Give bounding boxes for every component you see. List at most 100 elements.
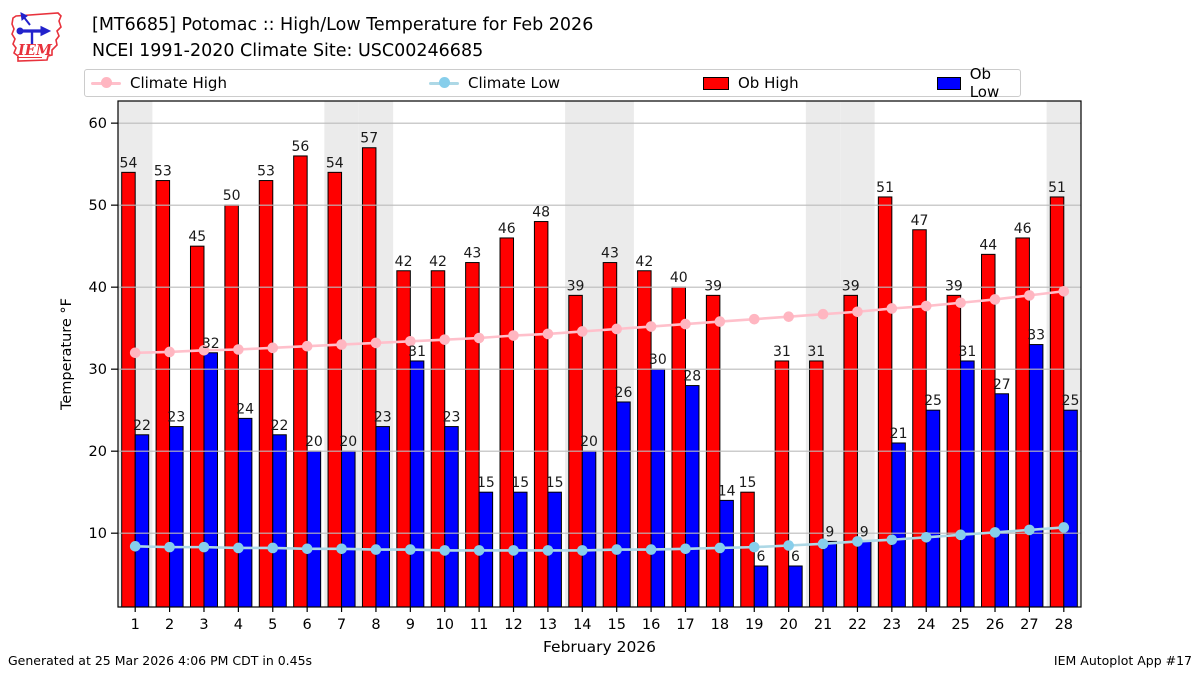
climate-high-line	[135, 289, 1064, 355]
ob-low-bar-day-18	[719, 499, 734, 608]
iowa-outline-icon	[11, 12, 62, 62]
climate-low-marker-day-19	[748, 541, 760, 553]
y-tick-label-60: 60	[89, 116, 107, 132]
climate-low-marker-day-18	[714, 542, 726, 554]
ob-low-bar-day-26	[994, 393, 1010, 608]
ob-low-bar-day-27	[1028, 344, 1044, 608]
ob-high-value-day-18: 39	[704, 278, 722, 294]
climate-high-marker-day-7	[336, 339, 347, 350]
ob-high-value-day-6: 56	[291, 139, 309, 155]
x-tick-label-25: 25	[951, 617, 969, 633]
ob-low-bar-day-14	[581, 450, 597, 608]
ob-low-value-day-1: 22	[133, 418, 151, 434]
ob-high-value-day-5: 53	[257, 164, 275, 180]
ob-high-value-day-4: 50	[223, 188, 241, 204]
legend-label: Climate Low	[468, 74, 561, 92]
climate-high-marker-day-27	[1024, 290, 1035, 301]
climate-low-marker-day-24	[920, 531, 932, 543]
x-tick-label-2: 2	[165, 617, 174, 633]
x-tick-label-1: 1	[131, 617, 140, 633]
ob-low-value-day-9: 31	[408, 344, 426, 360]
climate-high-marker-day-26	[989, 294, 1001, 305]
ob-low-value-day-27: 33	[1027, 328, 1045, 344]
climate-high-marker-day-19	[748, 313, 760, 325]
climate-high-marker-day-20	[783, 311, 794, 322]
ob-low-value-day-3: 32	[202, 336, 220, 352]
ob-high-bar-day-23	[877, 196, 893, 608]
x-tick-label-7: 7	[337, 617, 346, 633]
x-tick-label-8: 8	[371, 617, 380, 633]
climate-low-marker-day-16	[645, 544, 657, 555]
climate-low-marker-day-10	[439, 545, 451, 556]
climate-low-marker-day-4	[233, 542, 244, 554]
ob-high-value-day-8: 57	[360, 131, 378, 147]
ob-high-value-day-14: 39	[567, 278, 585, 294]
climate-low-marker-day-8	[370, 544, 382, 555]
ob-low-value-day-6: 20	[305, 434, 323, 450]
ob-high-bar-day-5	[258, 180, 274, 608]
climate-high-marker-day-8	[370, 337, 382, 349]
ob-low-value-day-22: 9	[860, 524, 869, 540]
climate-low-marker-day-14	[577, 545, 588, 556]
x-tick-label-26: 26	[986, 617, 1004, 633]
legend: Climate High Climate Low Ob High Ob Low	[84, 65, 1021, 101]
ob-low-bar-day-2	[169, 426, 184, 608]
climate-low-marker-day-3	[198, 541, 210, 553]
ob-low-value-day-23: 21	[890, 426, 908, 442]
ob-low-bar-day-7	[341, 450, 356, 608]
climate-high-marker-day-28	[1058, 285, 1070, 297]
climate-high-marker-day-14	[577, 326, 588, 337]
ob-low-value-day-15: 26	[615, 385, 633, 401]
ob-high-value-day-20: 31	[773, 344, 791, 360]
ob-low-value-day-21: 9	[825, 524, 834, 540]
x-tick-label-14: 14	[573, 617, 591, 633]
legend-item-climate-low: Climate Low	[429, 70, 560, 96]
climate-high-marker-day-16	[645, 321, 657, 332]
y-tick-label-40: 40	[89, 280, 107, 296]
climate-low-marker-day-23	[886, 534, 898, 546]
app-credit: IEM Autoplot App #17	[1053, 653, 1192, 668]
legend-item-ob-high: Ob High	[703, 70, 799, 96]
ob-low-bar-day-4	[237, 417, 253, 608]
climate-low-marker-day-9	[405, 544, 416, 555]
climate-low-line-swatch	[429, 77, 459, 88]
chart-title-block: [MT6685] Potomac :: High/Low Temperature…	[92, 13, 593, 64]
x-tick-label-12: 12	[504, 617, 522, 633]
climate-high-marker-day-22	[852, 306, 863, 318]
ob-high-bar-day-3	[189, 245, 205, 608]
climate-low-marker-day-28	[1058, 522, 1070, 533]
climate-low-marker-day-2	[164, 541, 175, 553]
climate-low-marker-day-27	[1024, 524, 1035, 536]
ob-low-value-day-25: 31	[958, 344, 976, 360]
climate-low-marker-day-13	[542, 545, 554, 556]
ob-low-value-day-7: 20	[339, 434, 357, 450]
x-tick-label-18: 18	[711, 617, 729, 633]
ob-high-bar-day-21	[809, 360, 824, 608]
legend-item-climate-high: Climate High	[91, 70, 227, 96]
x-tick-label-10: 10	[436, 617, 454, 633]
climate-high-marker-day-13	[542, 328, 554, 340]
plot-border	[117, 100, 1082, 608]
x-axis-label: February 2026	[543, 638, 656, 656]
generated-timestamp: Generated at 25 Mar 2026 4:06 PM CDT in …	[8, 653, 313, 668]
climate-high-marker-day-15	[611, 323, 622, 335]
ob-high-value-day-7: 54	[326, 155, 344, 171]
ob-high-value-day-24: 47	[911, 213, 929, 229]
climate-high-marker-day-3	[198, 345, 210, 356]
climate-high-marker-day-1	[129, 347, 141, 359]
ob-high-value-day-17: 40	[670, 270, 688, 286]
ob-low-value-day-11: 15	[477, 475, 495, 491]
climate-low-marker-icon	[439, 77, 450, 88]
legend-label: Ob Low	[969, 65, 1000, 101]
ob-low-bar-day-25	[960, 360, 975, 608]
climate-low-marker-day-15	[611, 544, 622, 555]
ob-high-value-day-11: 43	[463, 246, 481, 262]
ob-high-bar-day-9	[396, 270, 411, 608]
ob-high-bar-day-16	[637, 270, 652, 608]
ob-high-value-day-21: 31	[807, 344, 825, 360]
ob-high-bar-day-6	[293, 155, 308, 608]
ob-high-bar-day-24	[912, 229, 927, 608]
climate-low-marker-day-25	[955, 529, 966, 541]
ob-low-value-day-19: 6	[757, 549, 766, 565]
